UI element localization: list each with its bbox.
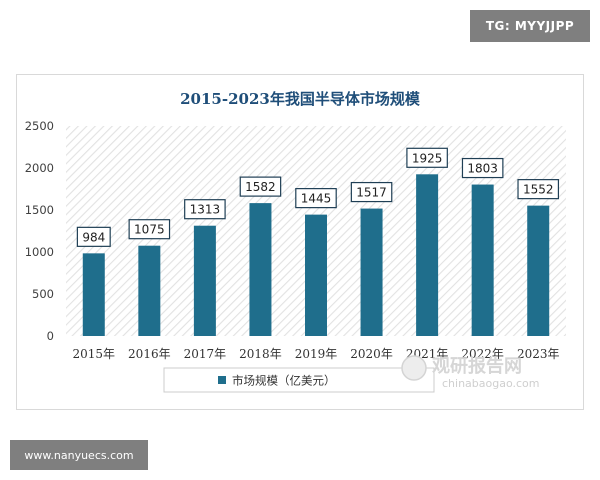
x-tick-label: 2020年 bbox=[350, 347, 393, 361]
bar bbox=[193, 225, 216, 336]
legend: 市场规模（亿美元） bbox=[163, 367, 435, 393]
y-tick-label: 500 bbox=[32, 287, 54, 301]
data-label-box bbox=[461, 157, 504, 179]
data-label-box bbox=[406, 147, 448, 168]
bar bbox=[416, 174, 439, 336]
data-label: 1517 bbox=[356, 186, 387, 200]
y-tick-label: 2000 bbox=[25, 161, 54, 175]
chart-title: 2015-2023年我国半导体市场规模 bbox=[180, 90, 421, 108]
y-tick-label: 1000 bbox=[25, 245, 54, 259]
data-label: 1925 bbox=[412, 151, 443, 165]
x-tick-label: 2016年 bbox=[128, 347, 171, 361]
data-label-box bbox=[239, 176, 282, 197]
y-tick-label: 0 bbox=[47, 329, 54, 343]
x-tick-label: 2019年 bbox=[295, 347, 338, 361]
data-label: 1075 bbox=[134, 223, 165, 237]
data-label: 1803 bbox=[467, 162, 498, 176]
watermark-logo bbox=[401, 355, 427, 381]
data-label-box bbox=[517, 179, 560, 200]
data-label-box bbox=[295, 188, 337, 209]
watermark: 观研报告网 chinabaogao.com bbox=[401, 355, 540, 390]
y-tick-label: 1500 bbox=[25, 203, 54, 217]
data-label-box bbox=[184, 199, 226, 220]
bars: 984 1075 1313 1582 1445 1517 1925 1803 1552 bbox=[76, 147, 560, 336]
watermark-en: chinabaogao.com bbox=[442, 377, 540, 390]
y-tick-label: 2500 bbox=[25, 119, 54, 133]
bar bbox=[360, 208, 383, 336]
data-label-box bbox=[76, 226, 111, 247]
website-badge: www.nanyuecs.com bbox=[10, 440, 148, 470]
bar bbox=[82, 253, 105, 336]
bar bbox=[305, 214, 327, 336]
tag-badge: TG: MYYJJPP bbox=[470, 10, 590, 42]
bar bbox=[249, 203, 272, 336]
legend-label: 市场规模（亿美元） bbox=[232, 374, 336, 388]
x-tick-label: 2022年 bbox=[461, 347, 504, 361]
data-label: 1313 bbox=[190, 203, 221, 217]
y-axis: 0 500 1000 1500 2000 2500 bbox=[25, 119, 54, 343]
bar bbox=[138, 245, 161, 336]
data-label-box bbox=[128, 219, 171, 240]
x-tick-label: 2018年 bbox=[239, 347, 282, 361]
x-axis: 2015年 2016年 2017年 2018年 2019年 2020年 2021年 2022年… bbox=[73, 347, 560, 361]
data-label: 1552 bbox=[523, 183, 554, 197]
bar bbox=[527, 205, 550, 336]
data-label: 1445 bbox=[301, 192, 332, 206]
data-label-box bbox=[350, 181, 393, 203]
x-tick-label: 2015年 bbox=[73, 347, 116, 361]
bar bbox=[471, 184, 494, 336]
x-tick-label: 2017年 bbox=[184, 347, 227, 361]
legend-swatch bbox=[218, 376, 226, 384]
data-label: 1582 bbox=[245, 180, 276, 194]
watermark-cn: 观研报告网 bbox=[432, 355, 522, 377]
legend-box bbox=[163, 367, 435, 393]
data-label: 984 bbox=[82, 230, 105, 244]
x-tick-label: 2023年 bbox=[517, 347, 560, 361]
